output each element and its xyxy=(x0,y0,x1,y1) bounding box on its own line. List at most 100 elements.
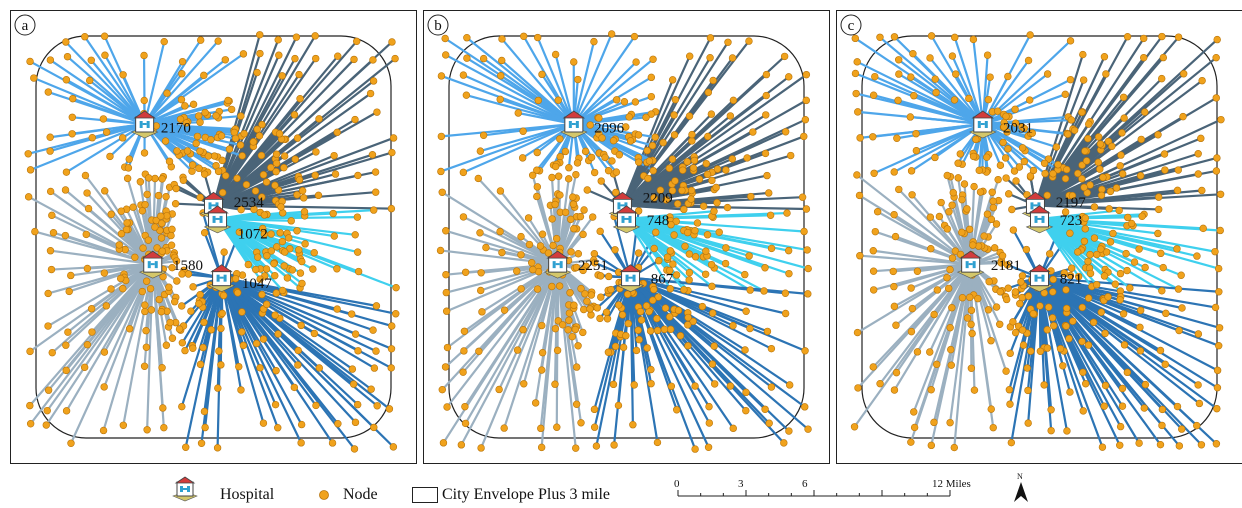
node-point xyxy=(586,121,594,129)
node-point xyxy=(242,180,251,189)
scale-tick-6: 6 xyxy=(802,478,808,490)
node-point xyxy=(985,277,993,286)
node-point xyxy=(1078,303,1086,312)
node-point xyxy=(767,344,776,353)
node-point xyxy=(570,301,578,309)
node-point xyxy=(175,325,184,333)
node-point xyxy=(1089,318,1098,326)
node-point xyxy=(183,147,192,155)
node-point xyxy=(49,229,58,237)
node-point xyxy=(30,74,38,82)
service-line xyxy=(1038,217,1220,270)
node-point xyxy=(125,155,133,163)
node-point xyxy=(295,70,303,79)
node-point xyxy=(1036,347,1045,355)
node-point xyxy=(1173,402,1182,411)
node-point xyxy=(479,54,488,63)
node-point xyxy=(950,96,959,104)
node-point xyxy=(703,170,712,179)
service-line xyxy=(462,73,575,126)
node-point xyxy=(890,282,898,291)
node-point xyxy=(123,219,131,227)
node-point xyxy=(691,382,699,390)
node-point xyxy=(311,171,319,179)
node-point xyxy=(513,267,521,275)
node-point xyxy=(1094,158,1103,167)
node-point xyxy=(116,274,125,283)
node-point xyxy=(612,188,620,197)
node-point xyxy=(856,252,864,260)
node-point xyxy=(983,51,992,59)
node-point xyxy=(611,342,620,351)
node-point xyxy=(538,230,547,238)
node-point xyxy=(741,270,749,279)
node-point xyxy=(213,444,222,452)
node-point xyxy=(741,346,749,354)
hospital-count-label: 2170 xyxy=(161,120,191,136)
node-point xyxy=(895,70,903,78)
node-point xyxy=(538,366,546,374)
node-point xyxy=(1066,388,1074,396)
node-point xyxy=(520,380,528,388)
node-point xyxy=(1158,405,1167,414)
node-point xyxy=(26,166,35,174)
node-point xyxy=(215,347,223,355)
node-point xyxy=(496,95,504,104)
node-point xyxy=(596,227,604,236)
service-line xyxy=(928,56,984,126)
node-point xyxy=(715,228,723,236)
node-point xyxy=(44,289,52,298)
node-point xyxy=(519,127,527,135)
node-point xyxy=(907,284,915,292)
node-point xyxy=(392,310,400,318)
node-point xyxy=(1100,272,1109,280)
node-point xyxy=(1108,142,1116,151)
service-line xyxy=(220,276,279,429)
node-point xyxy=(565,309,574,317)
node-point xyxy=(595,114,603,122)
node-point xyxy=(780,52,789,61)
hospital-count-label: 2096 xyxy=(594,120,625,136)
node-point xyxy=(567,215,575,224)
node-point xyxy=(1174,166,1182,174)
node-point xyxy=(385,405,394,413)
node-point xyxy=(634,249,643,257)
node-point xyxy=(387,345,396,353)
node-point xyxy=(890,168,898,176)
node-point xyxy=(1197,441,1206,449)
node-point xyxy=(1173,186,1182,195)
node-point xyxy=(1078,175,1086,183)
service-line xyxy=(1034,193,1222,207)
node-point xyxy=(634,131,643,139)
node-point xyxy=(1062,322,1070,330)
node-point xyxy=(1064,130,1072,138)
node-point xyxy=(1011,328,1020,337)
node-point xyxy=(99,115,108,123)
node-point xyxy=(461,402,469,411)
node-point xyxy=(634,326,642,334)
node-point xyxy=(214,37,222,45)
node-point xyxy=(656,186,665,194)
node-point xyxy=(706,34,715,42)
service-line xyxy=(1034,53,1084,207)
envelope-legend-icon xyxy=(412,487,438,503)
node-point xyxy=(100,383,108,391)
node-point xyxy=(462,91,471,99)
node-point xyxy=(707,260,716,269)
node-point xyxy=(117,229,126,238)
node-point xyxy=(139,244,147,252)
node-point xyxy=(1213,383,1222,392)
node-point xyxy=(244,260,253,269)
node-point xyxy=(500,424,508,432)
node-point xyxy=(945,208,953,216)
node-point xyxy=(1012,177,1020,185)
node-point xyxy=(674,306,683,315)
node-point xyxy=(477,269,485,277)
node-point xyxy=(556,191,564,199)
node-point xyxy=(176,115,185,123)
node-point xyxy=(1019,341,1028,349)
node-point xyxy=(192,139,200,148)
node-point xyxy=(1085,120,1093,128)
node-point xyxy=(710,342,718,350)
node-point xyxy=(188,167,196,175)
